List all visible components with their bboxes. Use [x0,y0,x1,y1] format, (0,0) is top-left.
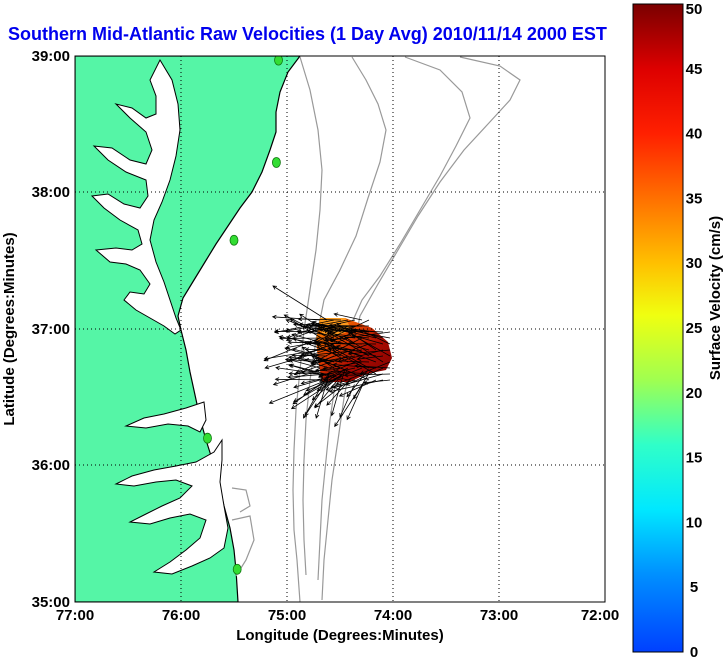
station-marker [232,563,242,575]
velocity-arrow [363,379,391,385]
y-tick-label: 36:00 [32,457,70,474]
x-tick-label: 76:00 [162,607,200,624]
velocity-arrow [300,373,342,385]
velocity-arrow [326,331,370,339]
velocity-arrow [359,361,391,375]
colorbar-tick-label: 20 [686,385,703,402]
velocity-arrow [315,368,370,375]
velocity-arrow [347,341,377,346]
grid [75,56,605,602]
velocity-arrow [274,377,335,382]
velocity-arrow [314,374,343,409]
y-tick-labels: 35:00 36:00 37:00 38:00 39:00 [32,48,70,611]
x-tick-labels: 77:00 76:00 75:00 74:00 73:00 72:00 [56,607,619,624]
y-axis-label: Latitude (Degrees:Minutes) [1,232,18,425]
chesapeake-bay [90,58,182,335]
albemarle-sound [124,401,207,433]
x-tick-label: 75:00 [268,607,306,624]
velocity-arrow [279,336,328,341]
colorbar-tick-label: 30 [686,255,703,272]
velocity-arrow [344,336,384,363]
velocity-arrow [332,362,377,369]
x-tick-label: 73:00 [480,607,518,624]
colorbar-ticks: 0 5 10 15 20 25 30 35 40 45 50 [686,1,703,659]
station-markers [203,56,283,575]
pamlico-sound [114,438,229,575]
colorbar-tick-label: 45 [686,61,703,78]
velocity-arrow [318,323,377,339]
velocity-arrow [290,379,337,410]
velocity-vectors [263,285,391,428]
plot-frame [74,55,606,603]
map-title: Southern Mid-Atlantic Raw Velocities (1 … [8,24,607,44]
colorbar-tick-label: 15 [686,450,703,467]
y-tick-label: 38:00 [32,184,70,201]
velocity-arrow [343,373,391,378]
velocity-arrow [332,373,384,389]
colorbar-tick-label: 35 [686,190,703,207]
velocity-arrow [326,377,352,406]
velocity-arrow [311,355,370,381]
velocity-arrow [333,312,363,321]
station-marker [229,234,239,246]
velocity-arrow [347,332,391,357]
colorbar-tick-label: 50 [686,1,703,18]
velocity-arrow [334,383,364,428]
colorbar-tick-label: 40 [686,126,703,143]
velocity-arrow [285,319,335,339]
velocity-arrow [360,329,391,345]
velocity-arrow [272,285,328,321]
velocity-arrow [299,349,363,359]
velocity-arrow [268,379,328,404]
velocity-arrow [304,357,370,363]
velocity-arrow [354,363,391,369]
velocity-arrow [293,379,321,389]
velocity-arrow [303,371,330,419]
colorbar-tick-label: 10 [686,514,703,531]
velocity-arrow [327,347,377,375]
x-axis-label: Longitude (Degrees:Minutes) [236,627,444,644]
x-tick-label: 77:00 [56,607,94,624]
plot-area [75,56,605,602]
velocity-arrow [356,355,384,361]
x-tick-label: 74:00 [374,607,412,624]
velocity-arrow [289,318,342,351]
velocity-arrow [316,370,348,392]
velocity-arrow [347,349,391,356]
velocity-arrow [264,349,328,370]
station-marker [271,157,281,168]
y-tick-label: 35:00 [32,594,70,611]
x-tick-label: 72:00 [581,607,619,624]
velocity-arrow [322,341,377,363]
velocity-arrow [297,316,342,322]
station-marker [274,56,283,66]
velocity-arrow [337,349,384,363]
y-tick-label: 37:00 [32,321,70,338]
station-marker [203,432,212,444]
bathymetry-contours [231,56,521,602]
colorbar-tick-label: 25 [686,320,703,337]
velocity-arrow [328,331,391,342]
colorbar-tick-label: 0 [690,644,698,659]
y-tick-label: 39:00 [32,48,70,65]
colorbar [632,3,684,653]
velocity-arrow [318,367,356,378]
velocity-arrow [346,380,365,421]
colorbar-tick-label: 5 [690,579,698,596]
colorbar-label: Surface Velocity (cm/s) [707,216,724,380]
